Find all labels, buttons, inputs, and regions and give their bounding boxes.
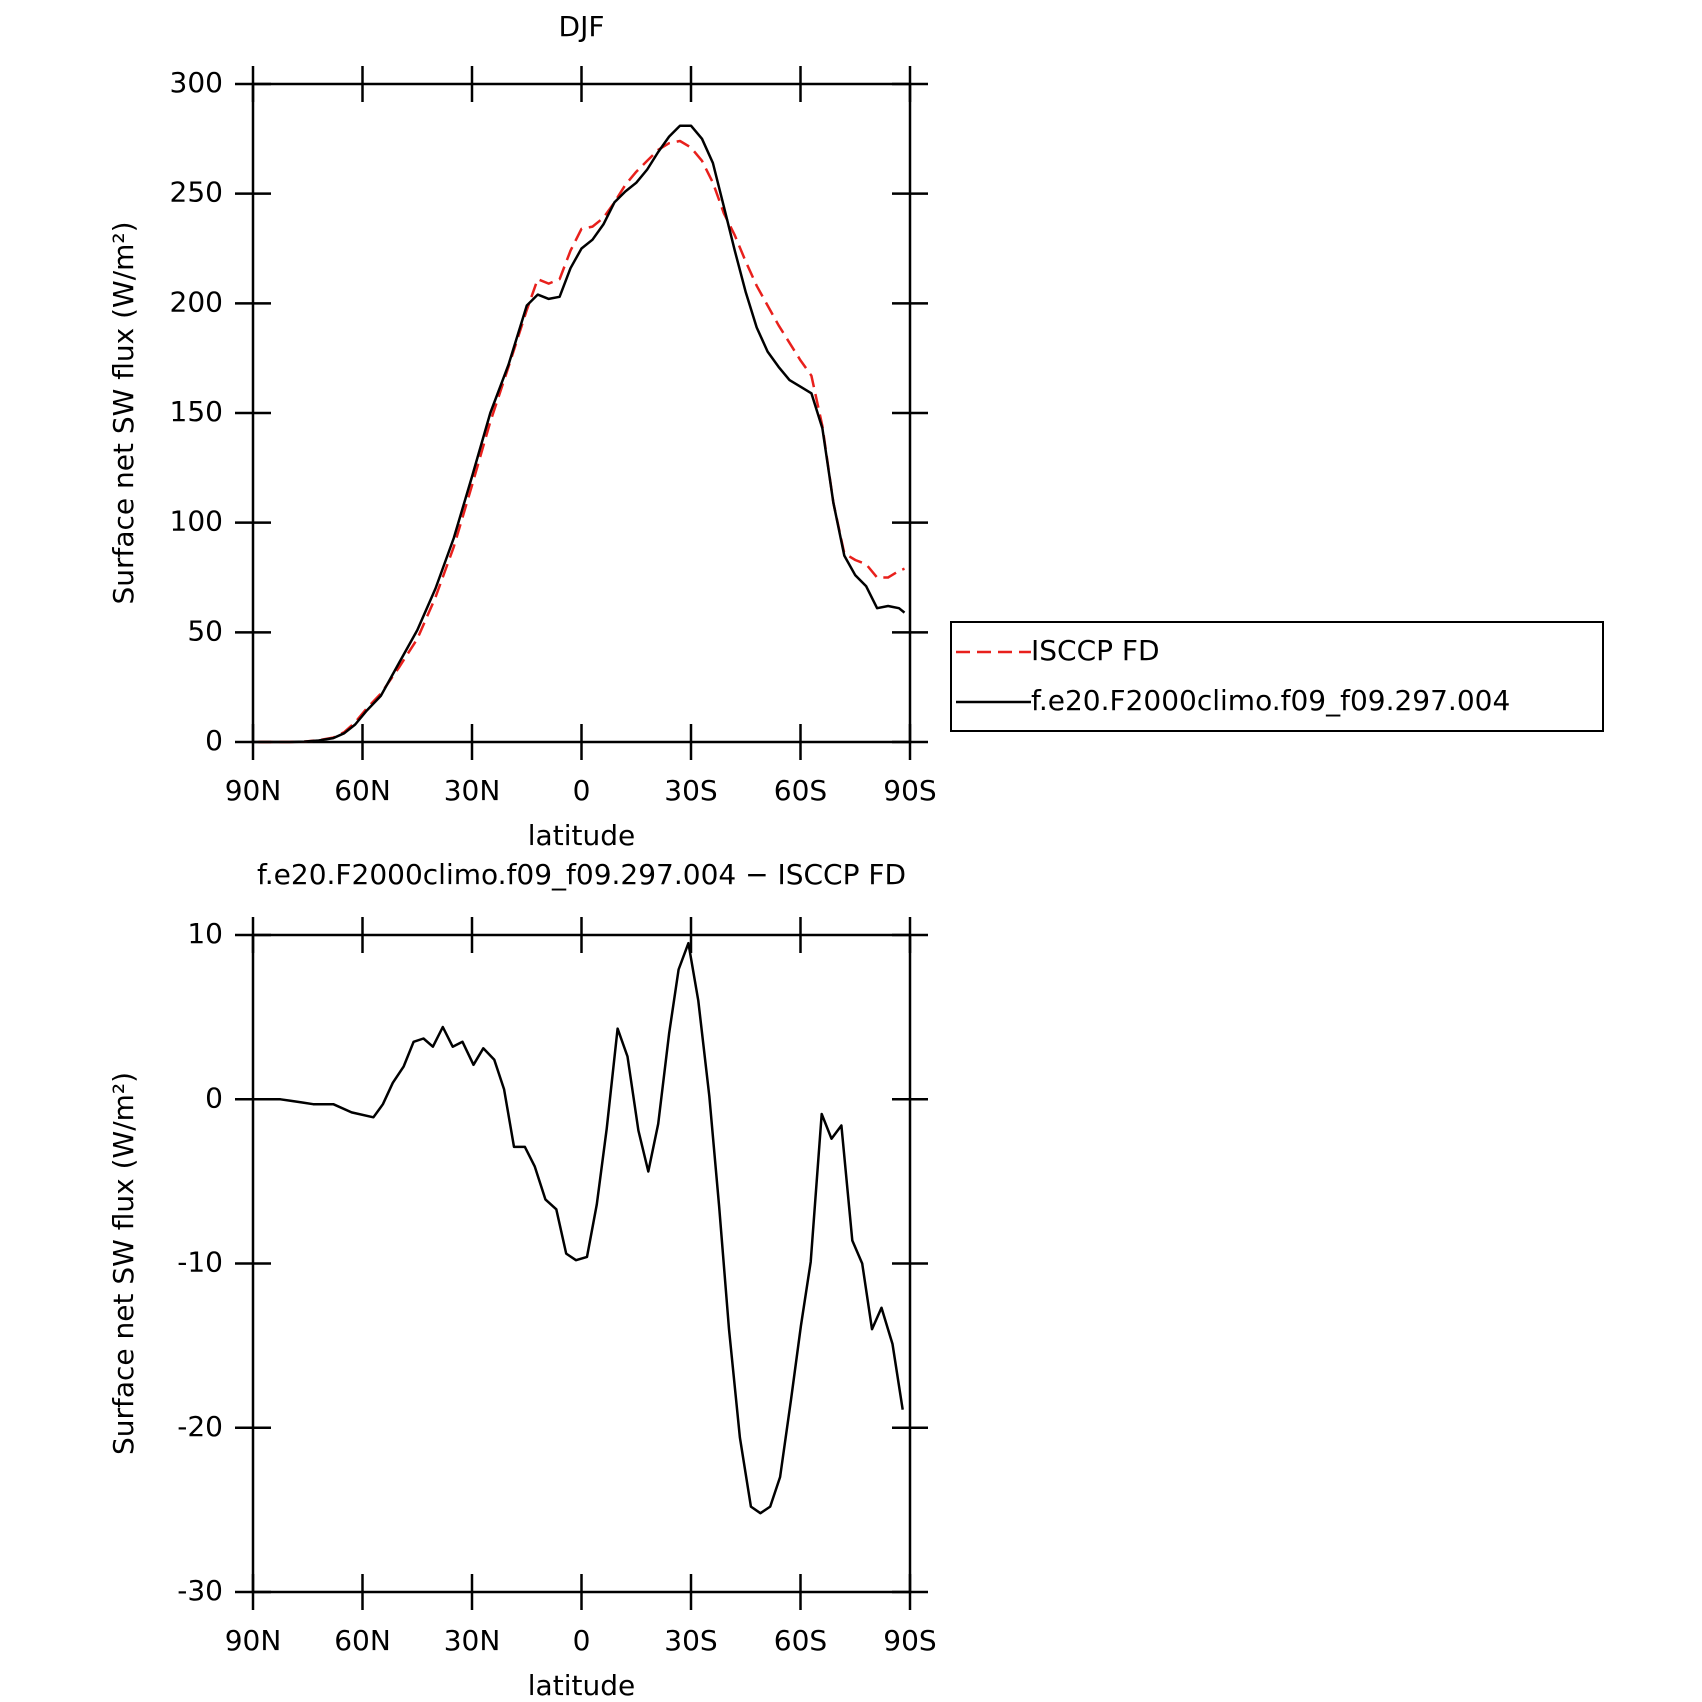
x-tick-label: 60S	[774, 774, 827, 807]
legend-box	[950, 621, 1604, 732]
x-tick-label: 90N	[225, 1624, 282, 1657]
y-tick-label: 150	[170, 395, 223, 428]
y-tick-label: 250	[170, 176, 223, 209]
plot-frame	[251, 82, 912, 744]
y-tick-label: -10	[177, 1246, 223, 1279]
legend-label: f.e20.F2000climo.f09_f09.297.004	[1031, 684, 1510, 717]
x-tick-label: 90S	[883, 1624, 936, 1657]
y-tick-label: 0	[205, 1081, 223, 1114]
x-tick-label: 60N	[334, 774, 391, 807]
data-line	[258, 941, 904, 1515]
y-tick-label: -20	[177, 1410, 223, 1443]
x-tick-label: 0	[573, 1624, 591, 1657]
y-axis-label: Surface net SW flux (W/m²)	[107, 1072, 140, 1455]
chart-title: f.e20.F2000climo.f09_f09.297.004 − ISCCP…	[257, 858, 906, 891]
x-tick-label: 30N	[444, 1624, 501, 1657]
x-tick-label: 60S	[774, 1624, 827, 1657]
legend-label: ISCCP FD	[1031, 634, 1160, 667]
y-axis-label: Surface net SW flux (W/m²)	[107, 221, 140, 604]
data-line	[258, 124, 906, 744]
y-tick-label: 300	[170, 66, 223, 99]
y-tick-label: 200	[170, 285, 223, 318]
x-axis-label: latitude	[528, 1669, 635, 1702]
y-tick-label: 0	[205, 724, 223, 757]
x-tick-label: 0	[573, 774, 591, 807]
y-tick-label: 50	[187, 614, 223, 647]
x-tick-label: 90N	[225, 774, 282, 807]
y-tick-label: 100	[170, 505, 223, 538]
y-tick-label: 10	[187, 917, 223, 950]
y-tick-label: -30	[177, 1574, 223, 1607]
x-tick-label: 30N	[444, 774, 501, 807]
x-tick-label: 30S	[664, 774, 717, 807]
x-axis-label: latitude	[528, 819, 635, 852]
chart-title: DJF	[559, 10, 605, 43]
x-tick-label: 90S	[883, 774, 936, 807]
legend: ISCCP FD f.e20.F2000climo.f09_f09.297.004	[950, 621, 1604, 732]
data-line	[258, 139, 905, 744]
x-tick-label: 60N	[334, 1624, 391, 1657]
x-tick-label: 30S	[664, 1624, 717, 1657]
